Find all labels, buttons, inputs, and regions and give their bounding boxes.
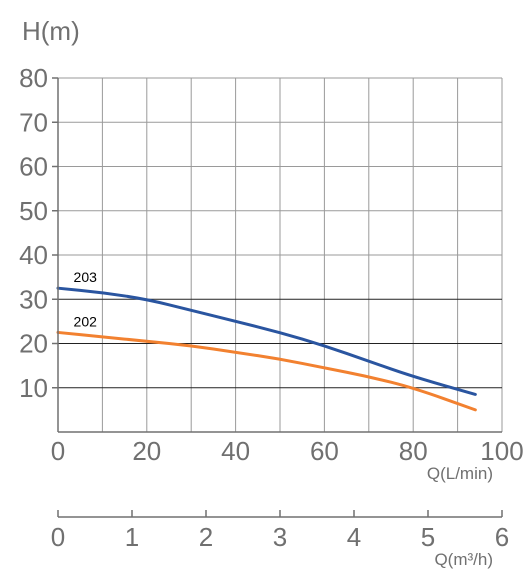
tick-labels: 10 20 30 40 50 60 70 80 0 20 40 60 80 100 0 1 2 3 4 5 6	[19, 63, 524, 552]
y-axis-label: H(m)	[22, 16, 80, 46]
x2-tick-label: 2	[199, 522, 213, 552]
x2-tick-label: 1	[125, 522, 139, 552]
y-tick-label: 60	[19, 152, 48, 182]
x2-tick-label: 6	[495, 522, 509, 552]
y-tick-label: 40	[19, 240, 48, 270]
series-line-202	[56, 330, 477, 412]
x-tick-label: 0	[51, 436, 65, 466]
y-tick-label: 10	[19, 373, 48, 403]
x-tick-label: 20	[132, 436, 161, 466]
x-axis-label: Q(L/min)	[427, 464, 493, 483]
series-lines	[56, 286, 477, 412]
y-tick-label: 50	[19, 196, 48, 226]
y-tick-label: 80	[19, 63, 48, 93]
x2-tick-label: 5	[421, 522, 435, 552]
x2-tick-label: 4	[347, 522, 361, 552]
y-tick-label: 30	[19, 284, 48, 314]
series-label-202: 202	[74, 313, 98, 329]
x2-axis-label: Q(m³/h)	[434, 550, 493, 569]
series-line-203	[56, 286, 477, 396]
x-tick-label: 100	[480, 436, 523, 466]
grid	[58, 77, 503, 432]
x-tick-label: 40	[221, 436, 250, 466]
x-tick-label: 60	[310, 436, 339, 466]
y-tick-label: 70	[19, 107, 48, 137]
series-label-203: 203	[74, 269, 98, 285]
series-labels: 203 202	[74, 269, 98, 329]
x2-tick-label: 3	[273, 522, 287, 552]
x-tick-label: 80	[399, 436, 428, 466]
y-tick-label: 20	[19, 329, 48, 359]
x2-tick-label: 0	[51, 522, 65, 552]
